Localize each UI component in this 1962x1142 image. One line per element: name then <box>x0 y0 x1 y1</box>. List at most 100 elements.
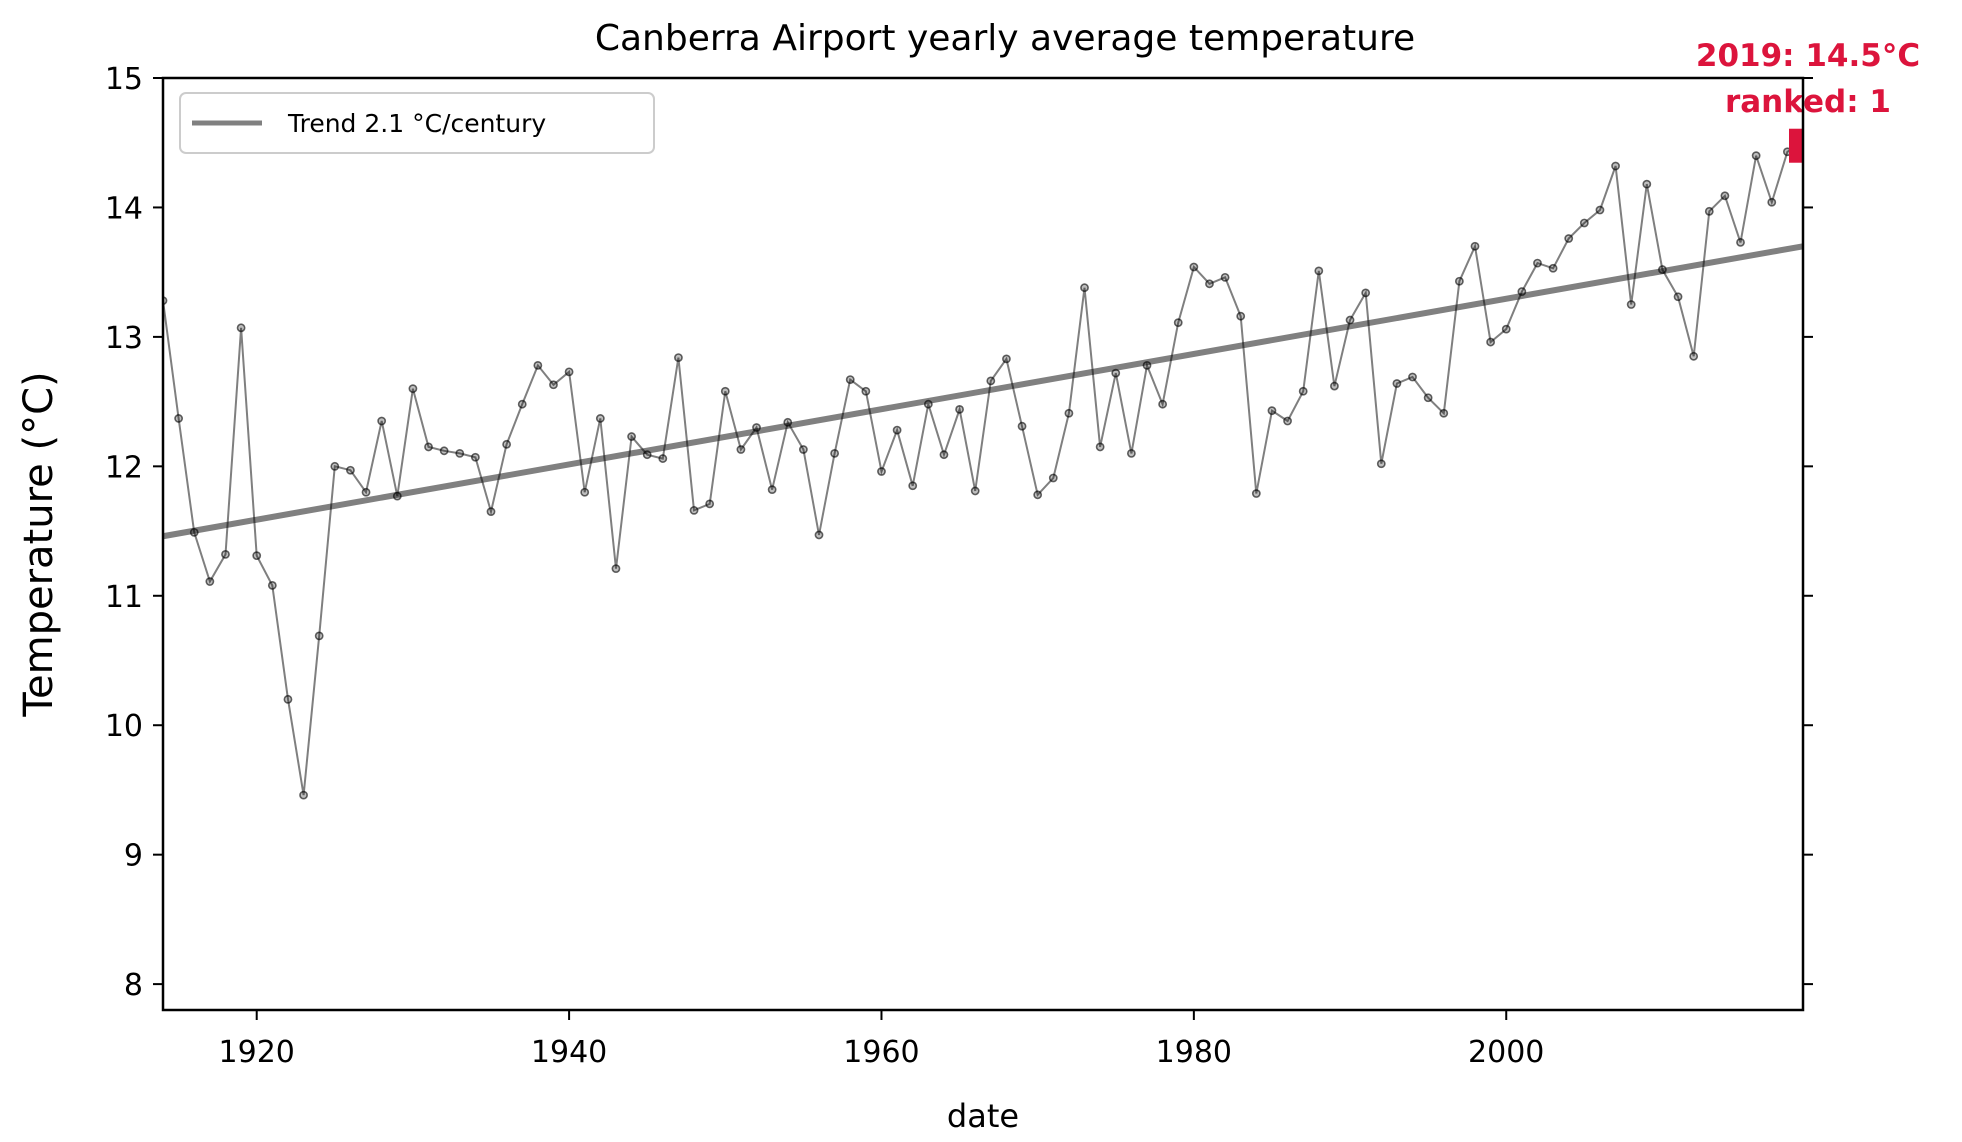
data-point <box>392 491 402 501</box>
data-point <box>205 577 215 586</box>
data-point <box>674 353 683 362</box>
data-point <box>1392 379 1402 388</box>
data-point <box>1142 360 1152 370</box>
data-point <box>892 425 902 435</box>
data-point <box>1767 197 1777 207</box>
data-point <box>814 530 824 540</box>
data-point <box>1704 206 1714 216</box>
data-point <box>330 461 340 471</box>
data-point <box>1408 372 1417 382</box>
data-point <box>455 448 465 458</box>
y-tick-label: 9 <box>124 839 143 874</box>
data-point <box>1470 241 1480 251</box>
data-point <box>1345 315 1355 325</box>
plot-area: 2019: 14.5°C ranked: 1 <box>163 38 1920 800</box>
trend-line-group <box>163 243 1803 540</box>
data-point <box>377 416 387 426</box>
temperature-series <box>163 138 1803 800</box>
y-tick-label: 15 <box>105 62 143 97</box>
data-point <box>189 527 199 537</box>
annotation-line1: 2019: 14.5°C <box>1696 38 1920 74</box>
data-point <box>1673 292 1683 302</box>
data-point <box>1751 151 1761 161</box>
trend-line <box>163 243 1803 540</box>
data-point <box>1048 473 1058 483</box>
y-tick-label: 12 <box>105 450 143 485</box>
data-point <box>861 386 871 396</box>
data-point <box>1298 386 1308 396</box>
data-point <box>470 452 480 462</box>
y-tick-label: 11 <box>105 580 143 615</box>
data-point <box>1095 442 1105 452</box>
y-tick-label: 14 <box>105 191 143 226</box>
data-point <box>970 486 980 496</box>
y-axis-ticks: 8 9 10 11 12 13 14 15 <box>105 62 1813 1003</box>
data-point <box>1626 300 1636 309</box>
data-point <box>798 445 808 454</box>
data-point <box>502 439 512 449</box>
x-tick-label: 1980 <box>1156 1035 1232 1070</box>
data-point <box>1205 279 1214 289</box>
data-point <box>439 446 449 456</box>
data-point <box>1002 354 1011 364</box>
data-point <box>845 375 855 385</box>
data-point <box>1267 406 1277 416</box>
data-point <box>1642 179 1652 189</box>
series-line <box>163 141 1803 796</box>
data-point <box>346 465 355 475</box>
data-point <box>252 551 262 561</box>
data-point <box>1283 416 1292 426</box>
data-point <box>923 399 933 409</box>
data-point <box>1736 237 1745 247</box>
data-point <box>1376 459 1386 469</box>
data-point <box>1158 399 1168 409</box>
data-point <box>517 399 527 409</box>
data-point <box>1220 272 1230 282</box>
data-point <box>1080 283 1089 293</box>
data-point <box>642 450 652 460</box>
data-point <box>627 432 636 441</box>
data-point <box>1111 368 1121 378</box>
data-point <box>1501 324 1511 334</box>
data-point <box>1314 266 1324 276</box>
data-point <box>1126 448 1136 458</box>
y-tick-label: 10 <box>105 709 143 744</box>
record-annotation: 2019: 14.5°C ranked: 1 <box>1696 38 1920 163</box>
chart-title: Canberra Airport yearly average temperat… <box>595 18 1415 59</box>
data-point <box>1533 258 1542 268</box>
x-axis-label: date <box>947 1097 1019 1135</box>
data-point <box>1689 351 1699 361</box>
data-point <box>1658 265 1667 274</box>
x-axis-ticks: 1920 1940 1960 1980 2000 <box>219 1010 1544 1070</box>
data-point <box>1611 161 1620 171</box>
data-point <box>830 448 840 458</box>
data-point <box>736 445 746 454</box>
x-tick-label: 1920 <box>219 1035 295 1070</box>
legend-box <box>179 92 655 154</box>
data-point <box>1548 263 1558 273</box>
data-point <box>1064 408 1074 418</box>
data-point <box>424 442 433 452</box>
data-point <box>236 323 246 333</box>
data-point <box>1173 318 1183 328</box>
data-point <box>1720 191 1730 201</box>
data-point <box>1330 381 1339 391</box>
y-tick-label: 8 <box>124 968 143 1003</box>
data-point <box>267 581 277 590</box>
data-point <box>361 487 371 497</box>
data-point <box>283 694 293 704</box>
data-point <box>1189 262 1199 272</box>
x-tick-label: 1940 <box>531 1035 607 1070</box>
data-point <box>986 376 996 386</box>
data-point <box>752 423 761 432</box>
data-point <box>1017 421 1027 431</box>
data-point <box>486 507 496 517</box>
legend: Trend 2.1 °C/century <box>179 92 655 154</box>
data-point <box>221 549 230 559</box>
data-point <box>1564 234 1574 243</box>
data-point <box>564 367 574 377</box>
x-tick-label: 2000 <box>1468 1035 1544 1070</box>
plot-frame <box>161 76 1805 1012</box>
data-point <box>533 360 543 370</box>
